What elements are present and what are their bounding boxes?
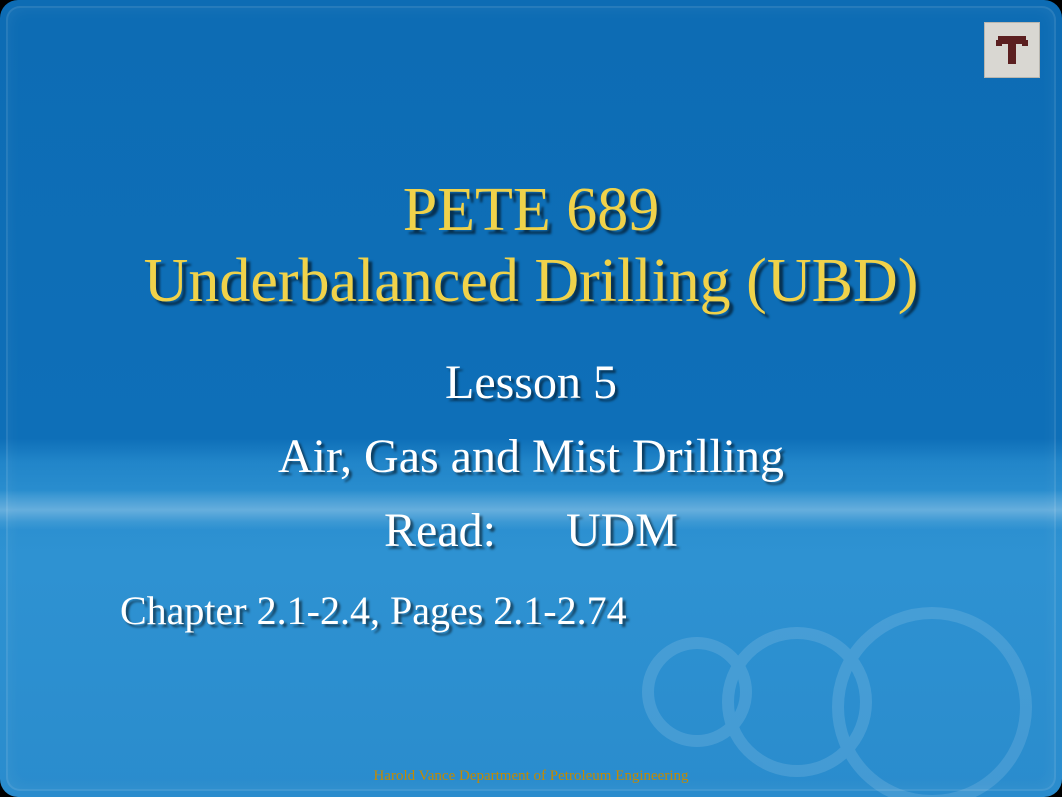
circle-decoration xyxy=(642,637,752,747)
circle-decoration xyxy=(722,627,872,777)
lesson-line: Lesson 5 xyxy=(0,346,1062,420)
logo-mark-icon xyxy=(992,30,1032,70)
read-line: Read: UDM xyxy=(0,494,1062,568)
chapter-line: Chapter 2.1-2.4, Pages 2.1-2.74 xyxy=(0,587,1062,634)
slide: PETE 689 Underbalanced Drilling (UBD) Le… xyxy=(0,0,1062,797)
footer-text: Harold Vance Department of Petroleum Eng… xyxy=(0,768,1062,785)
title-line-2: Underbalanced Drilling (UBD) xyxy=(0,246,1062,317)
content-area: PETE 689 Underbalanced Drilling (UBD) Le… xyxy=(0,175,1062,634)
read-value: UDM xyxy=(566,504,678,557)
read-label: Read: xyxy=(384,494,496,568)
topic-line: Air, Gas and Mist Drilling xyxy=(0,420,1062,494)
university-logo xyxy=(984,22,1040,78)
title-line-1: PETE 689 xyxy=(0,175,1062,246)
slide-title: PETE 689 Underbalanced Drilling (UBD) xyxy=(0,175,1062,318)
